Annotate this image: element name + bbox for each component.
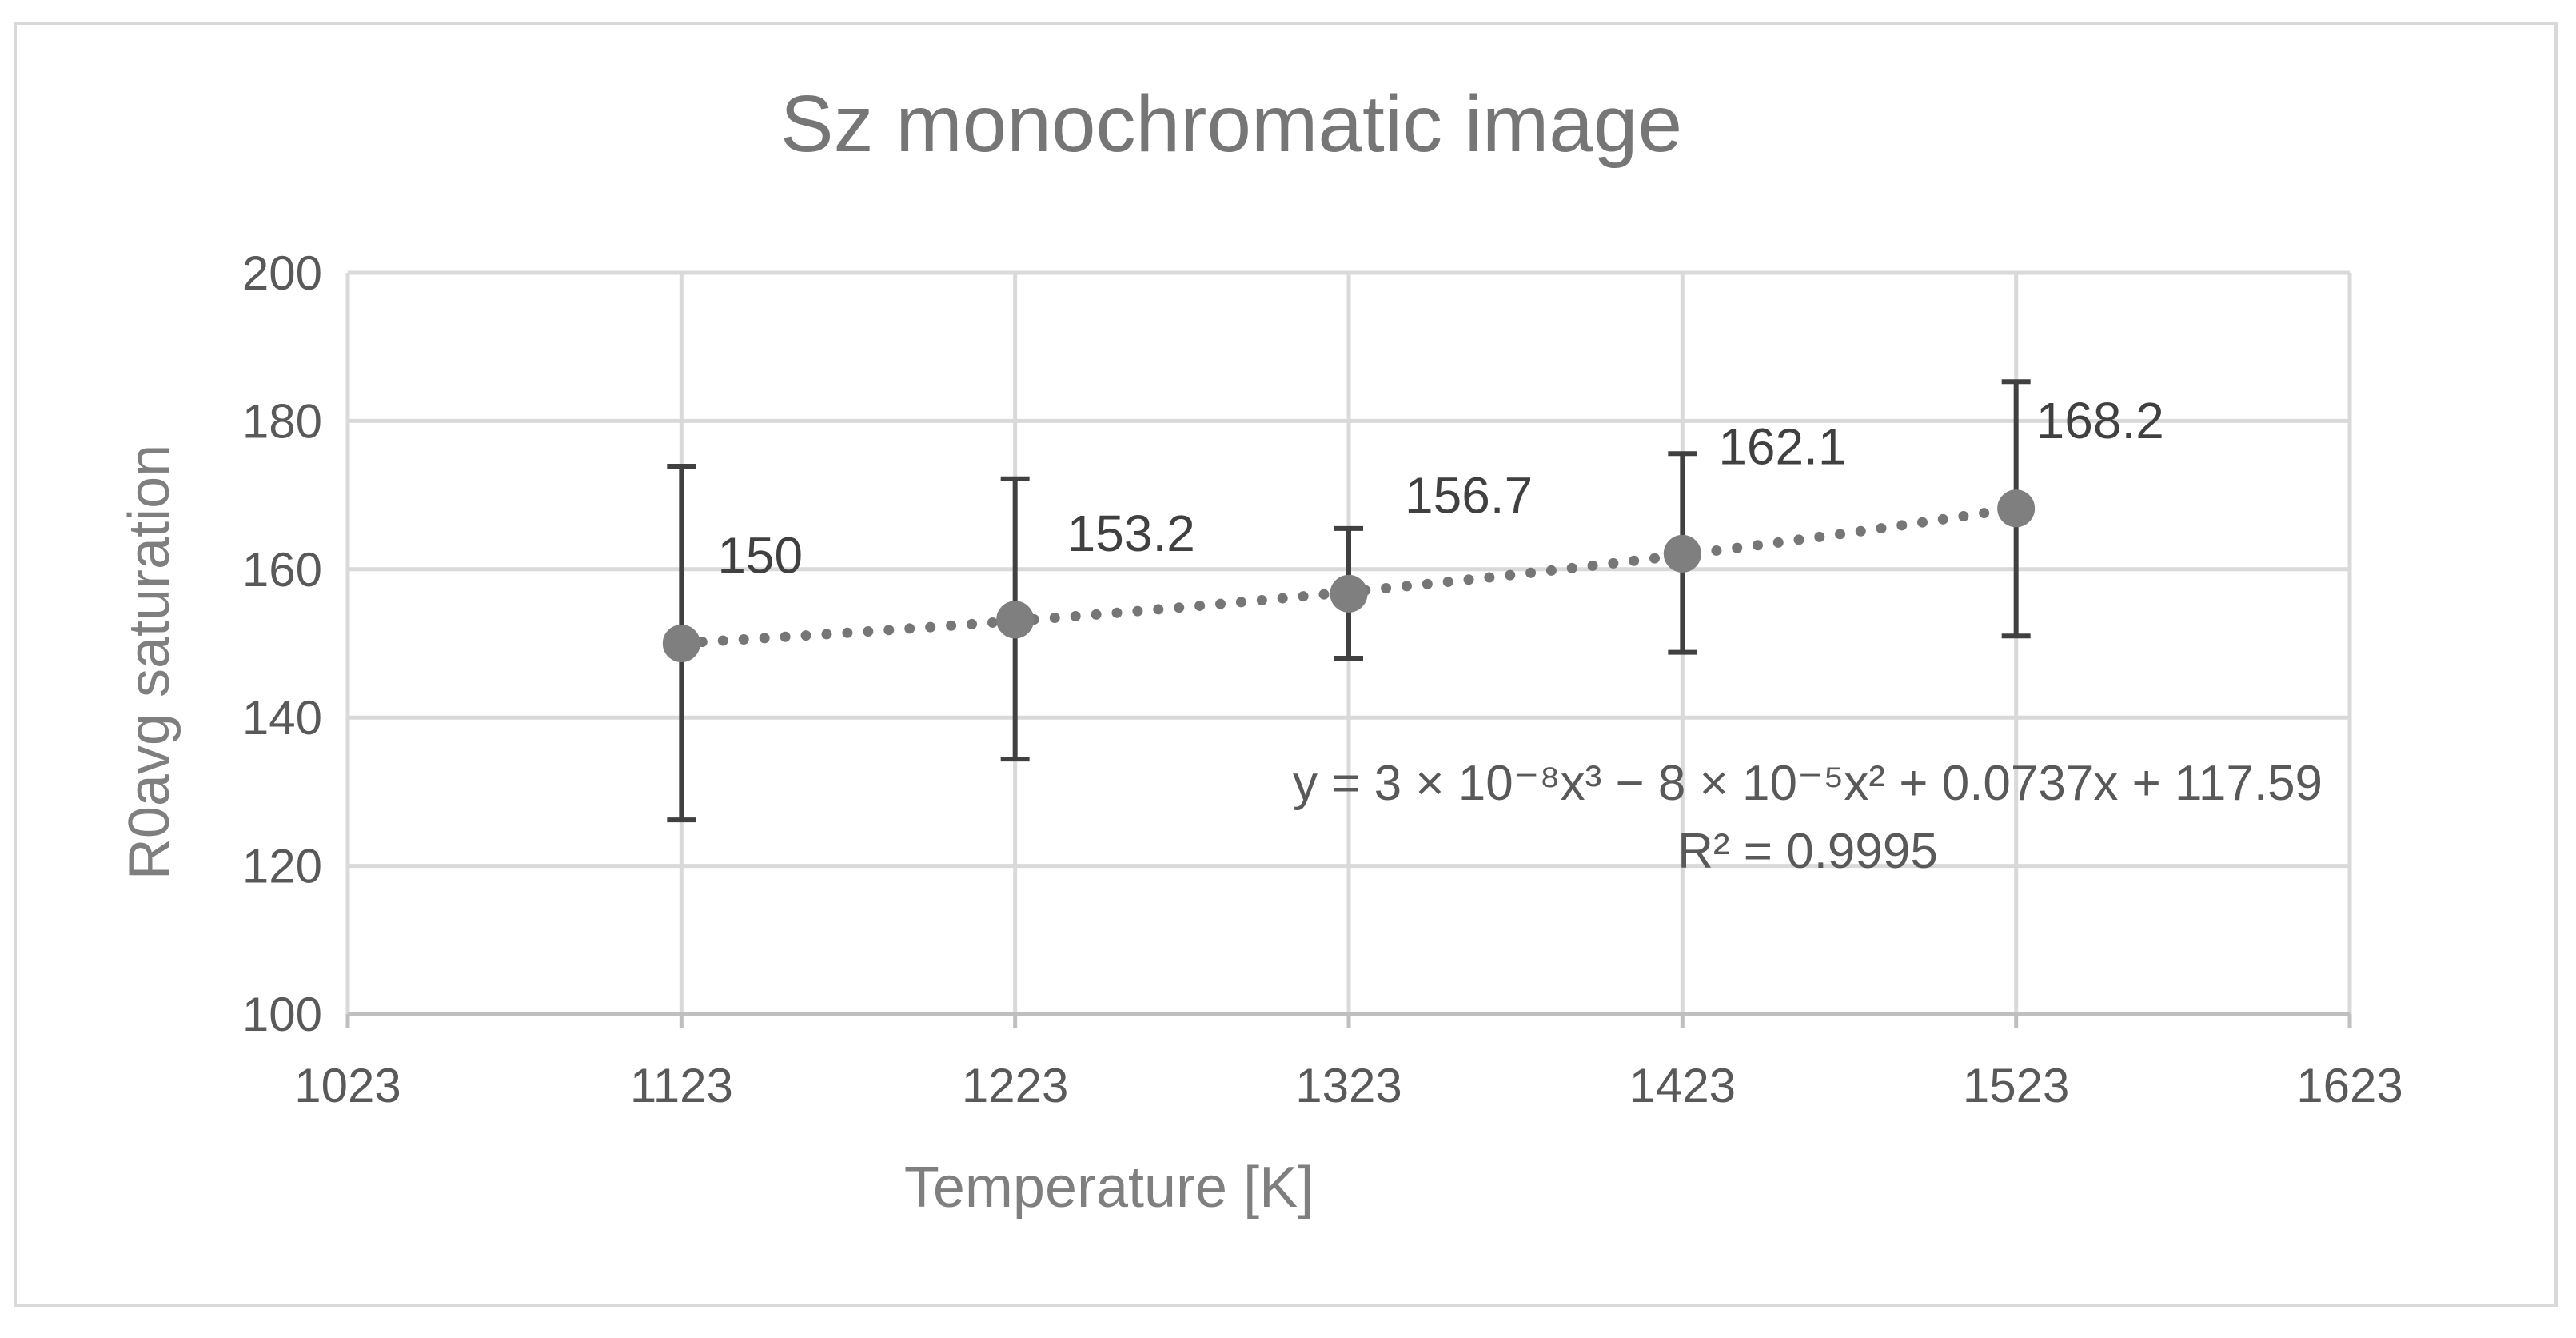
y-tick-label: 140 — [242, 691, 322, 745]
x-tick-label: 1023 — [294, 1059, 401, 1112]
x-tick-label: 1223 — [962, 1059, 1068, 1112]
x-tick-label: 1523 — [1963, 1059, 2069, 1112]
chart-svg: Sz monochromatic image 150 153.2 156.7 162.… — [118, 79, 2403, 1220]
x-axis-title: Temperature [K] — [904, 1156, 1314, 1220]
data-labels: 150 153.2 156.7 162.1 168.2 — [717, 392, 2163, 585]
y-tick-label: 100 — [242, 988, 322, 1041]
data-point — [996, 601, 1035, 639]
chart-title: Sz monochromatic image — [780, 79, 1682, 169]
data-point — [1663, 534, 1701, 573]
axes — [345, 1012, 2352, 1028]
x-tick-label: 1323 — [1295, 1059, 1402, 1112]
x-tick-label: 1623 — [2296, 1059, 2403, 1112]
x-tick-label: 1423 — [1629, 1059, 1736, 1112]
data-label: 162.1 — [1718, 417, 1846, 475]
data-point — [1997, 489, 2036, 528]
trendline-equation: y = 3 × 10⁻⁸x³ − 8 × 10⁻⁵x² + 0.0737x + … — [1293, 756, 2323, 811]
y-tick-label: 180 — [242, 394, 322, 448]
data-label: 156.7 — [1405, 466, 1533, 524]
y-tick-label: 200 — [242, 246, 322, 300]
error-bars — [667, 379, 2031, 823]
data-label: 150 — [717, 527, 803, 585]
data-point — [662, 625, 700, 662]
data-point — [1330, 574, 1368, 613]
data-label: 168.2 — [2036, 392, 2164, 449]
tick-labels: 100 120 140 160 180 200 1023 1123 1223 1323 1423 15… — [242, 246, 2403, 1112]
x-tick-label: 1123 — [630, 1059, 733, 1112]
trendline-r-squared: R² = 0.9995 — [1677, 824, 1938, 879]
y-tick-label: 120 — [242, 840, 322, 893]
y-tick-label: 160 — [242, 543, 322, 597]
y-axis-title: R0avg saturation — [118, 445, 181, 880]
data-points — [662, 489, 2036, 662]
chart-frame: Sz monochromatic image 150 153.2 156.7 162.… — [14, 22, 2558, 1307]
data-label: 153.2 — [1067, 505, 1195, 562]
